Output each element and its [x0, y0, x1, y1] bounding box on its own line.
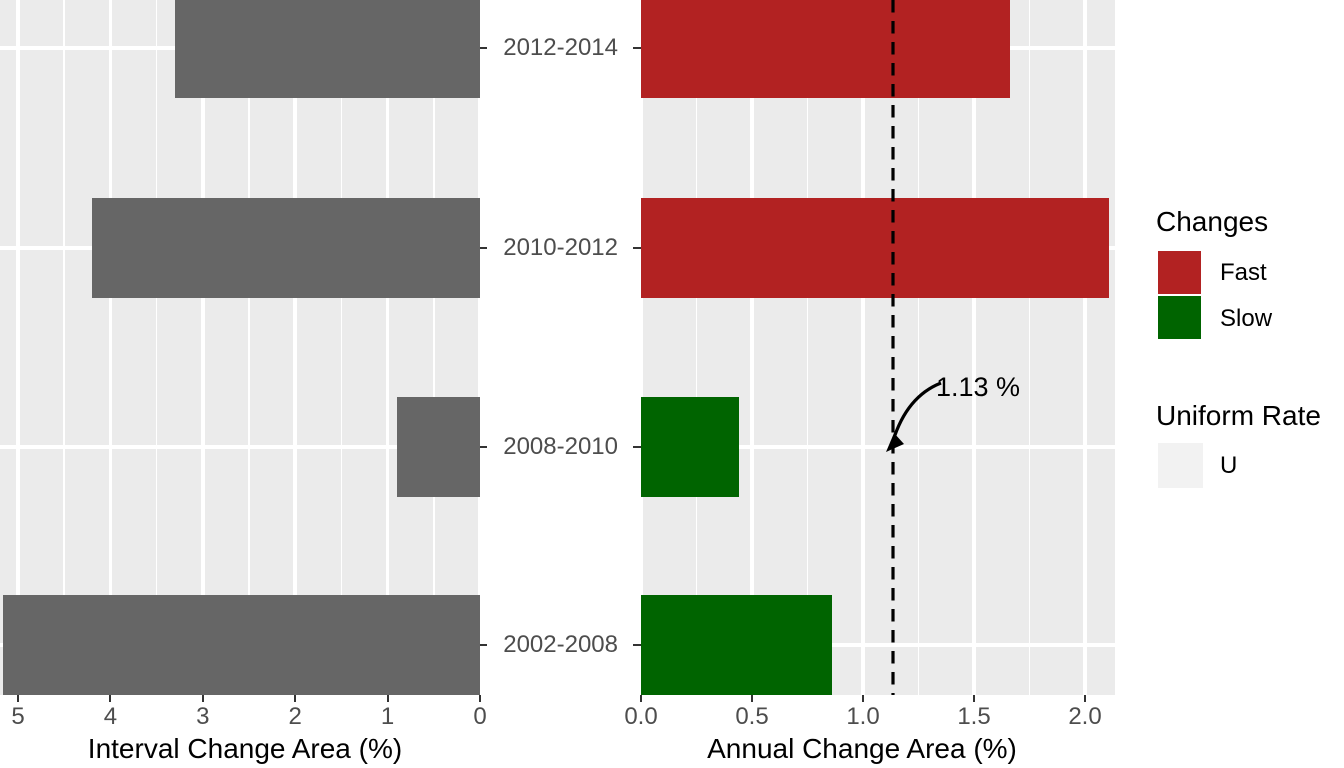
legend-title-uniform-rate: Uniform Rate: [1156, 400, 1321, 431]
major-gridline-horizontal: [641, 643, 1115, 647]
legend-key-uniform: [1158, 443, 1203, 488]
minor-gridline: [63, 0, 66, 695]
major-gridline: [972, 0, 976, 695]
minor-gridline: [432, 0, 435, 695]
bar-2010-2012: [91, 198, 480, 298]
x-axis-tick-label: 1.0: [846, 703, 880, 730]
major-gridline: [861, 0, 865, 695]
bar-2002-2008: [3, 595, 480, 695]
legend-label-fast: Fast: [1220, 259, 1267, 286]
bar-2002-2008: [641, 595, 832, 695]
category-label: 2012-2014: [503, 34, 618, 61]
x-axis-tick: [201, 695, 204, 702]
major-gridline: [201, 0, 205, 695]
major-gridline-horizontal: [641, 445, 1115, 449]
x-axis-tick-label: 4: [103, 703, 118, 730]
x-axis-tick: [972, 695, 976, 702]
x-axis-tick-label: 0: [473, 703, 487, 730]
x-axis-tick-label: 5: [11, 703, 25, 730]
x-axis-tick: [1083, 695, 1087, 702]
bar-2012-2014: [175, 0, 480, 98]
legend-label-slow: Slow: [1220, 305, 1273, 332]
x-axis-tick-label: 2.0: [1068, 703, 1102, 730]
interval-panel-y-tick: [480, 445, 487, 449]
interval-panel: [0, 0, 480, 695]
x-axis-tick-label: 1.5: [957, 703, 991, 730]
interval-panel-y-tick: [480, 246, 487, 250]
interval-panel-y-tick: [480, 643, 487, 647]
x-axis-tick: [750, 695, 754, 702]
minor-gridline: [806, 0, 809, 695]
category-label: 2002-2008: [503, 631, 618, 658]
legend-key-slow: [1158, 296, 1201, 339]
x-axis-tick-label: 0.5: [735, 703, 769, 730]
x-axis-tick: [16, 695, 20, 702]
major-gridline: [750, 0, 754, 695]
x-axis-tick: [478, 695, 482, 702]
interval-panel-y-tick: [480, 46, 487, 50]
bar-2008-2010: [396, 397, 480, 497]
minor-gridline: [340, 0, 343, 695]
major-gridline: [293, 0, 297, 695]
bar-2008-2010: [641, 397, 739, 497]
x-axis-tick: [639, 695, 643, 702]
major-gridline: [108, 0, 113, 695]
minor-gridline: [695, 0, 698, 695]
legend-label-u: U: [1220, 452, 1238, 479]
minor-gridline: [1028, 0, 1031, 695]
annual-panel: [641, 0, 1115, 695]
category-label: 2008-2010: [503, 433, 618, 460]
annual-axis-title: Annual Change Area (%): [707, 733, 1017, 764]
category-tick: [633, 46, 641, 50]
category-tick: [633, 445, 641, 449]
bar-2012-2014: [641, 0, 1010, 98]
x-axis-tick: [294, 695, 297, 702]
interval-axis-title: Interval Change Area (%): [87, 733, 403, 764]
major-gridline: [478, 0, 480, 695]
uniform-rate-annotation: 1.13 %: [936, 372, 1021, 402]
minor-gridline: [917, 0, 920, 695]
category-tick: [633, 643, 641, 647]
x-axis-tick-label: 3: [196, 703, 210, 730]
major-gridline-horizontal: [0, 445, 480, 449]
bar-2010-2012: [641, 198, 1110, 298]
minor-gridline: [155, 0, 158, 695]
x-axis-tick-label: 1: [380, 703, 395, 730]
major-gridline: [1083, 0, 1087, 695]
major-gridline: [16, 0, 20, 695]
category-label: 2010-2012: [503, 234, 618, 261]
x-axis-tick-label: 2: [288, 703, 302, 730]
major-gridline: [385, 0, 390, 695]
x-axis-tick: [386, 695, 389, 702]
legend-title-changes: Changes: [1156, 206, 1269, 237]
minor-gridline: [248, 0, 250, 695]
x-axis-tick-label: 0.0: [624, 703, 658, 730]
legend-key-fast: [1158, 251, 1201, 294]
major-gridline: [641, 0, 643, 695]
x-axis-tick: [109, 695, 112, 702]
x-axis-tick: [861, 695, 865, 702]
category-tick: [633, 246, 641, 250]
